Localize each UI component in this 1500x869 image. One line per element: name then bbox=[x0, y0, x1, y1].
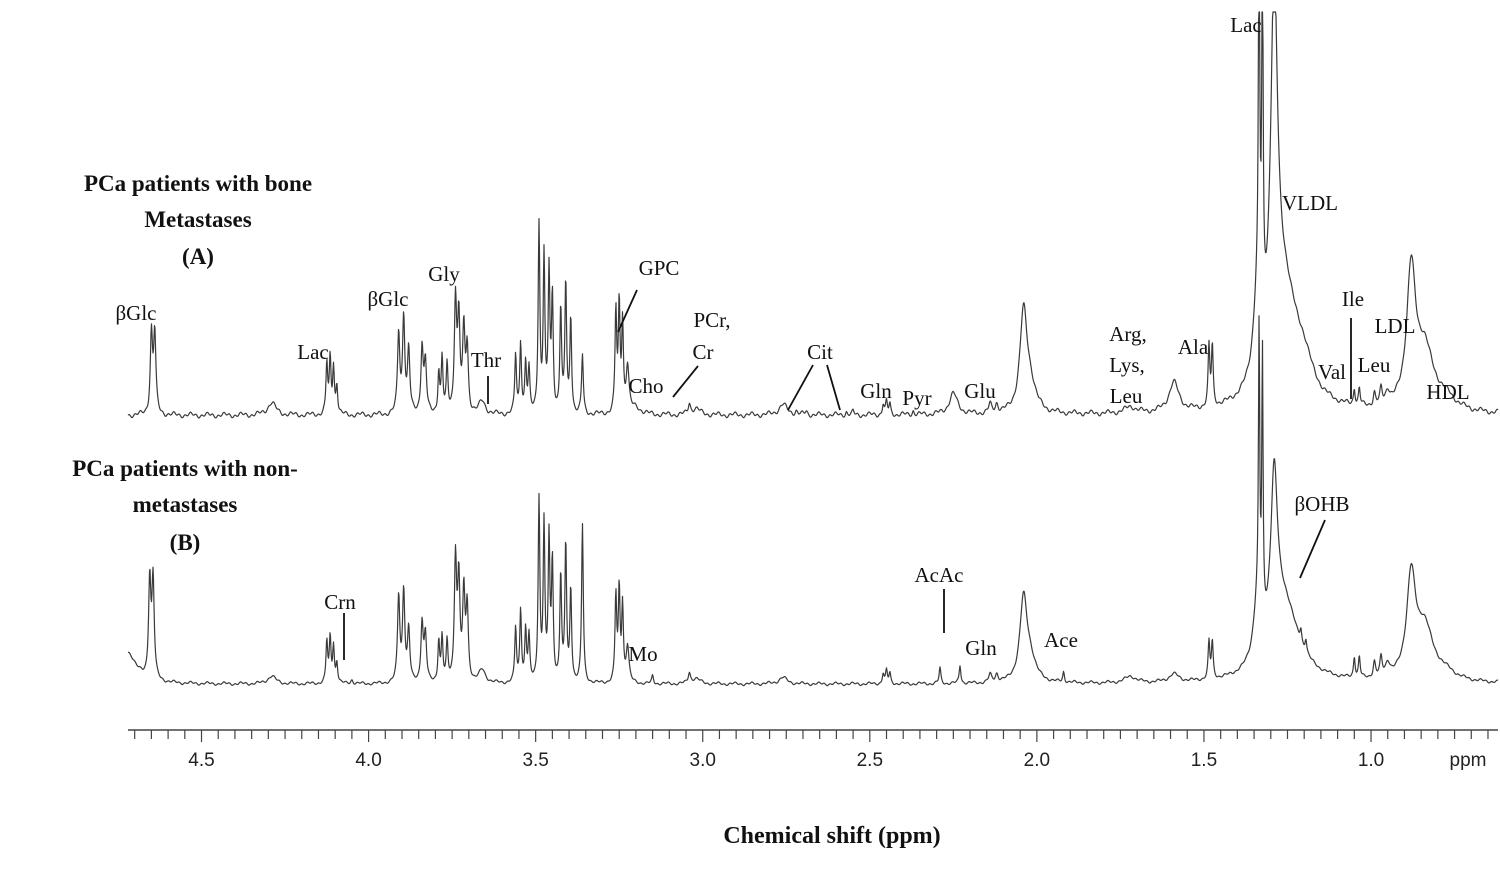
annotation-a-bglc-2: βGlc bbox=[367, 287, 408, 311]
arrow-cit-2 bbox=[826, 364, 841, 411]
panel-b-title-line-1: PCa patients with non- bbox=[72, 456, 298, 481]
panel-a-title-line-3: (A) bbox=[182, 244, 214, 269]
annotation-a-arg: Arg, bbox=[1109, 322, 1147, 346]
x-axis-minor-ticks bbox=[134, 730, 1489, 739]
series-b-group bbox=[127, 315, 1499, 687]
arrow-cit-1 bbox=[787, 364, 814, 411]
annotation-a-cr: Cr bbox=[693, 340, 714, 364]
annotation-a-gly: Gly bbox=[428, 262, 460, 286]
annotation-a-lys: Lys, bbox=[1109, 353, 1145, 377]
annotation-a-ldl: LDL bbox=[1375, 314, 1416, 338]
x-axis-unit-label: ppm bbox=[1450, 750, 1487, 771]
x-axis-tick-label: 3.5 bbox=[522, 750, 548, 771]
annotation-a-hdl: HDL bbox=[1426, 380, 1469, 404]
annotation-arrows bbox=[343, 289, 1352, 660]
x-axis-tick-labels: 4.5 4.0 3.5 3.0 2.5 2.0 1.5 1.0 bbox=[188, 750, 1384, 771]
annotation-a-lac-1: Lac bbox=[297, 340, 328, 364]
panel-a-title-line-1: PCa patients with bone bbox=[84, 171, 312, 196]
annotation-a-gln: Gln bbox=[860, 379, 892, 403]
spectrum-trace-a bbox=[127, 11, 1499, 419]
annotation-a-vldl: VLDL bbox=[1282, 191, 1338, 215]
annotation-a-ile: Ile bbox=[1342, 287, 1364, 311]
arrow-cr bbox=[672, 365, 699, 398]
annotation-b-bohb: βOHB bbox=[1294, 492, 1349, 516]
arrow-bohb bbox=[1299, 519, 1326, 579]
annotation-a-leu-1: Leu bbox=[1110, 384, 1143, 408]
annotation-b-ace: Ace bbox=[1044, 628, 1078, 652]
annotation-a-leu-2: Leu bbox=[1358, 353, 1391, 377]
x-axis-tick-label: 1.5 bbox=[1191, 750, 1217, 771]
annotation-a-ala: Ala bbox=[1178, 335, 1209, 359]
x-axis-tick-label: 4.5 bbox=[188, 750, 214, 771]
panel-a-title-line-2: Metastases bbox=[144, 207, 251, 232]
annotation-a-cho: Cho bbox=[628, 374, 663, 398]
x-axis-tick-label: 4.0 bbox=[355, 750, 381, 771]
annotation-a-lac-2: Lac bbox=[1230, 13, 1261, 37]
panel-b-title-line-2: metastases bbox=[133, 492, 238, 517]
x-axis: 4.5 4.0 3.5 3.0 2.5 2.0 1.5 1.0 ppm Chemical sh… bbox=[128, 729, 1498, 849]
x-axis-major-ticks bbox=[200, 730, 1372, 742]
annotations-b: Crn Mo AcAc Gln Ace βOHB bbox=[324, 492, 1349, 666]
annotation-a-cit: Cit bbox=[807, 340, 833, 364]
annotation-a-gpc: GPC bbox=[639, 256, 680, 280]
annotation-a-thr: Thr bbox=[471, 348, 501, 372]
spectrum-trace-b bbox=[127, 315, 1499, 687]
annotations-a: βGlc Lac βGlc Gly Thr GPC Cho PCr, Cr Ci… bbox=[115, 13, 1469, 410]
annotation-a-bglc-1: βGlc bbox=[115, 301, 156, 325]
series-a-group bbox=[127, 11, 1499, 419]
annotation-b-crn: Crn bbox=[324, 590, 356, 614]
x-axis-tick-label: 2.5 bbox=[857, 750, 883, 771]
x-axis-tick-label: 1.0 bbox=[1358, 750, 1384, 771]
x-axis-tick-label: 2.0 bbox=[1024, 750, 1050, 771]
annotation-b-acac: AcAc bbox=[915, 563, 964, 587]
annotation-b-mo: Mo bbox=[628, 642, 657, 666]
annotation-a-pcr: PCr, bbox=[693, 308, 730, 332]
x-axis-tick-label: 3.0 bbox=[690, 750, 716, 771]
annotation-a-glu: Glu bbox=[964, 379, 996, 403]
panel-b-title: PCa patients with non- metastases (B) bbox=[72, 456, 298, 555]
panel-a-title: PCa patients with bone Metastases (A) bbox=[84, 171, 312, 269]
annotation-a-val: Val bbox=[1318, 360, 1346, 384]
x-axis-title: Chemical shift (ppm) bbox=[723, 823, 940, 849]
panel-b-title-line-3: (B) bbox=[170, 530, 201, 555]
annotation-a-pyr: Pyr bbox=[902, 386, 931, 410]
annotation-b-gln: Gln bbox=[965, 636, 997, 660]
arrow-gpc bbox=[617, 289, 638, 333]
